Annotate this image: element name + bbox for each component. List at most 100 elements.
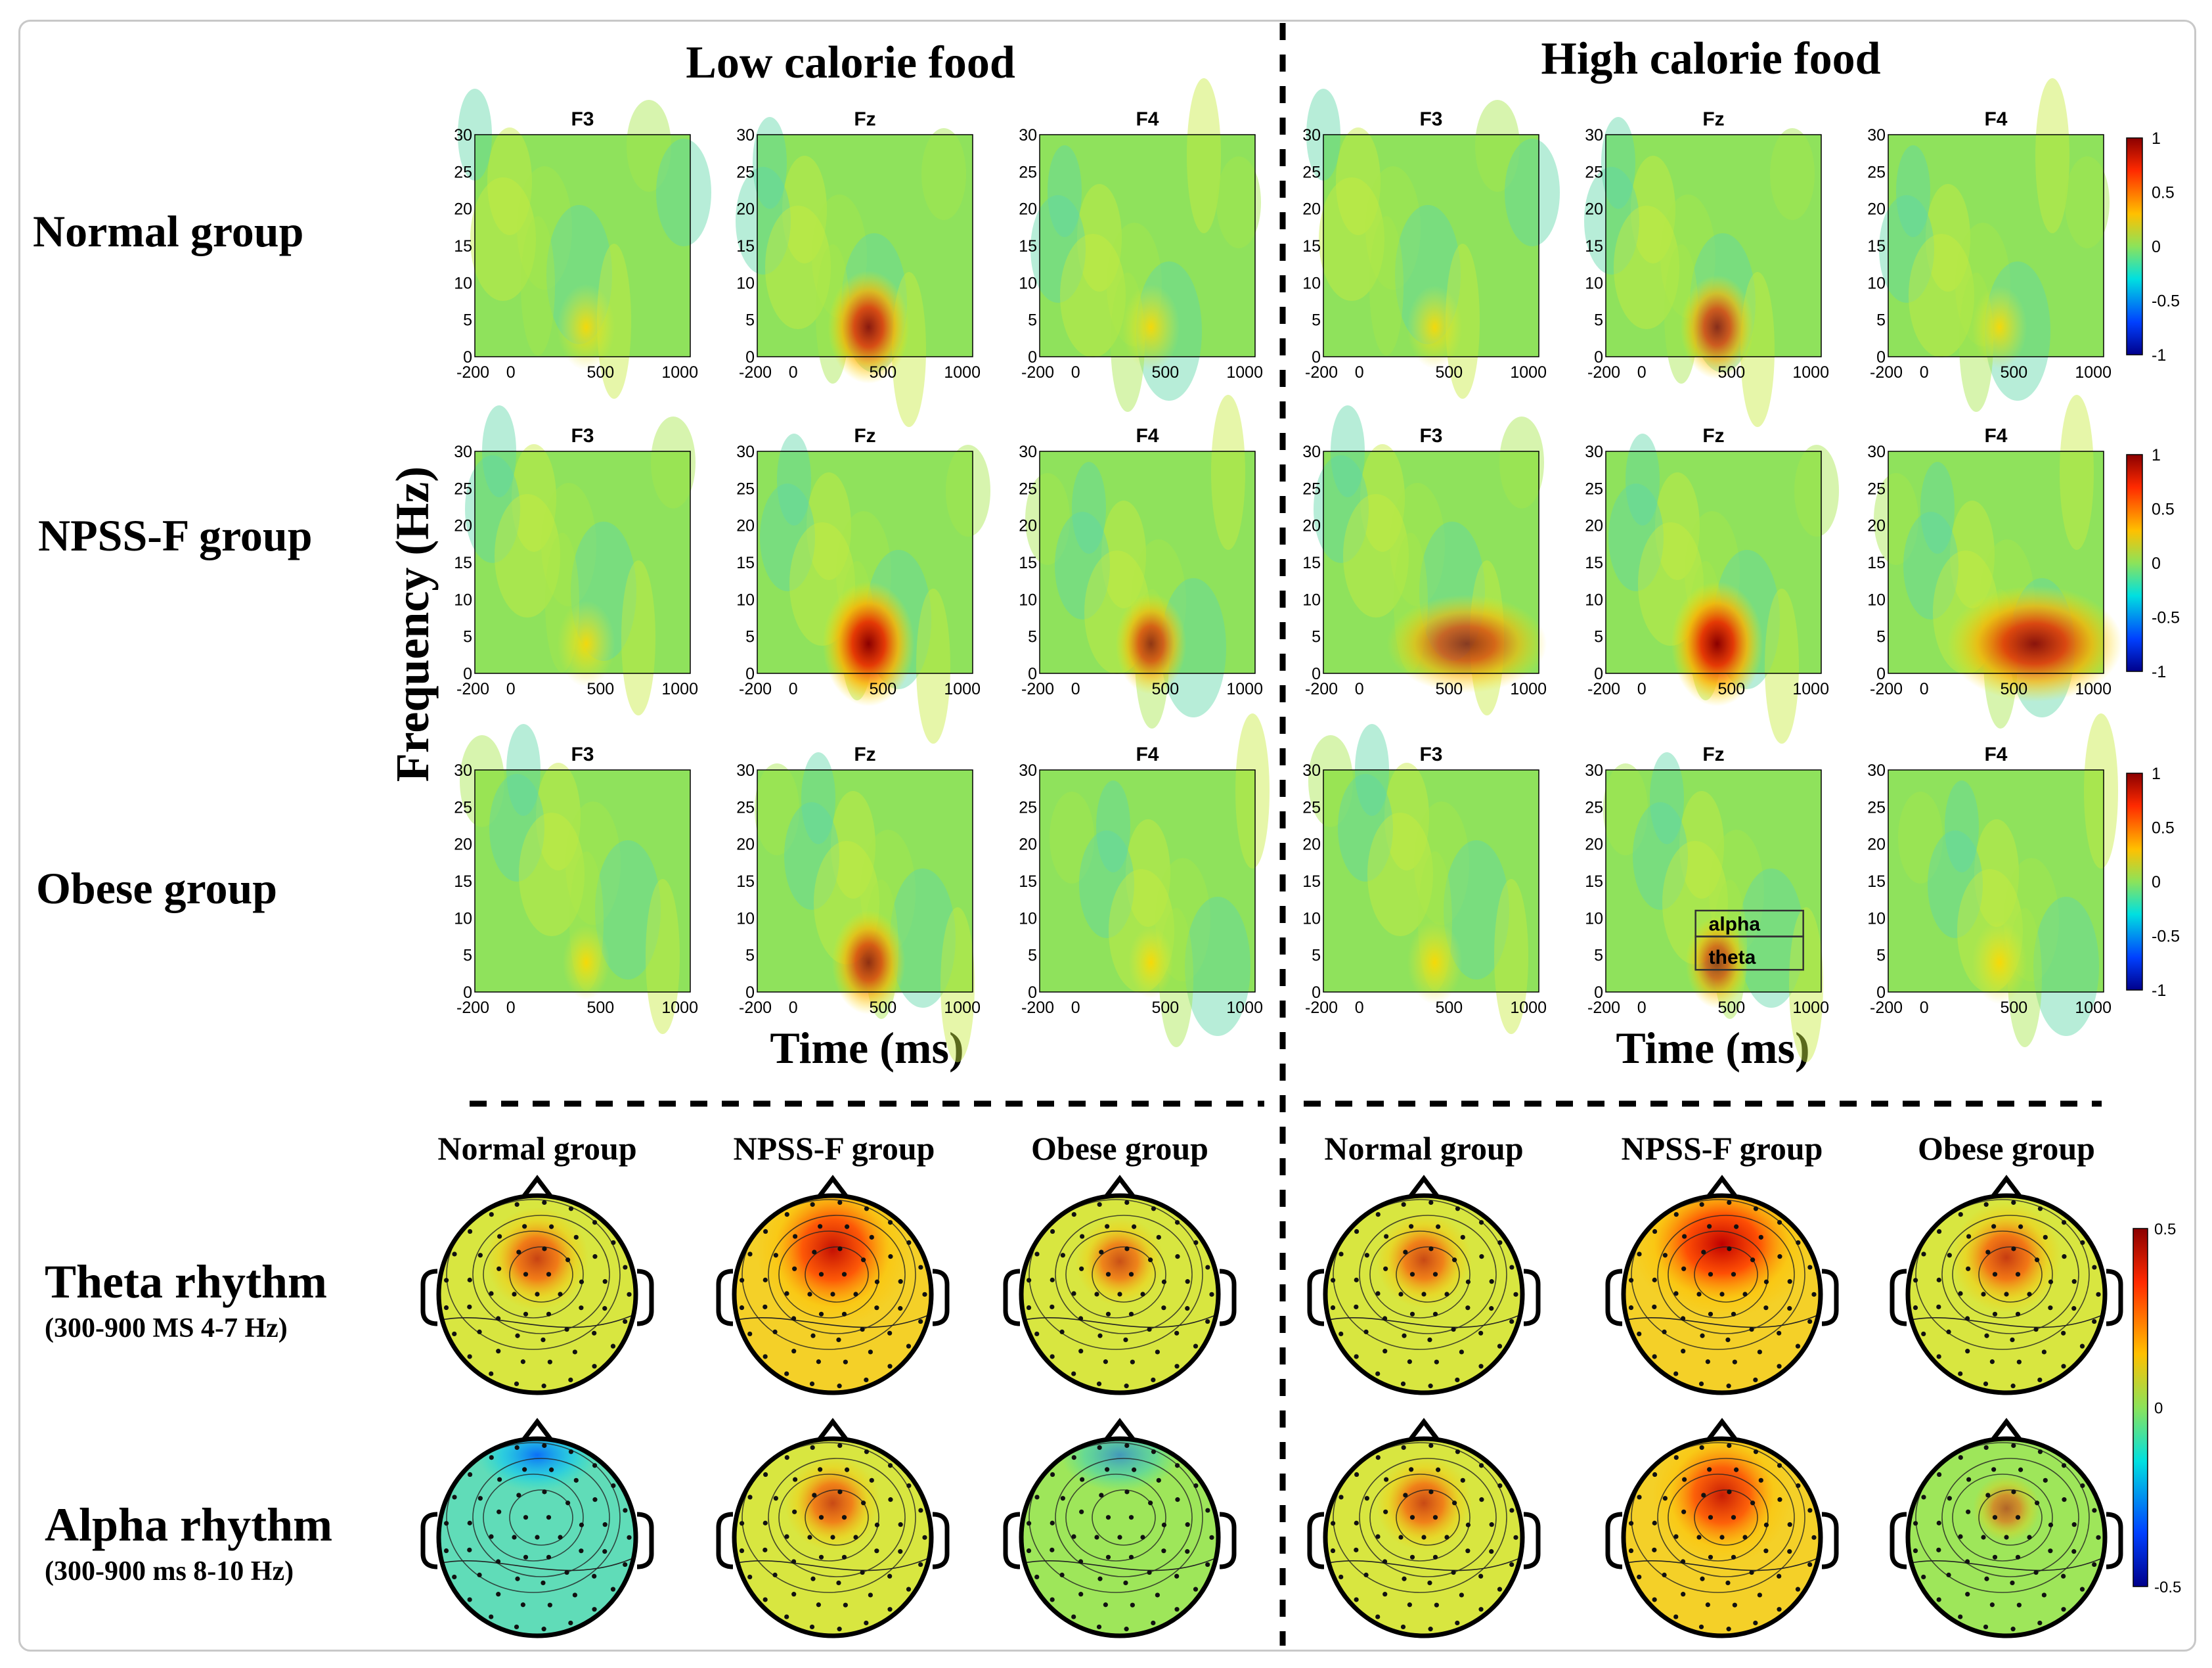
electrode-dot	[773, 1253, 778, 1258]
electrode-dot	[1777, 1607, 1782, 1612]
freq-tick-label: 25	[1585, 798, 1603, 817]
electrode-dot	[1497, 1343, 1503, 1349]
freq-tick-label: 5	[745, 628, 755, 646]
time-tick-label: 0	[506, 680, 516, 698]
time-tick-label: -200	[1870, 680, 1903, 698]
group-label-normal: Normal group	[33, 206, 303, 256]
tf-texture	[1367, 813, 1433, 936]
electrode-dot	[1681, 1592, 1686, 1597]
freq-tick-label: 20	[1867, 517, 1886, 535]
topo-colorbar: 0.5 0 -0.5	[2133, 1221, 2181, 1596]
topomap-alpha-low-obese	[1003, 1418, 1237, 1638]
electrode-dot	[2071, 1279, 2077, 1284]
electrode-dot	[1050, 1520, 1055, 1525]
freq-tick-label: 20	[1867, 836, 1886, 854]
left-ear	[1003, 1512, 1021, 1569]
time-tick-label: -200	[1021, 363, 1054, 382]
contour-line	[1065, 1474, 1166, 1562]
tf-texture	[1414, 801, 1469, 925]
freq-tick-label: 0	[1876, 983, 1886, 1002]
freq-tick-label: 10	[1019, 591, 1037, 609]
tf-texture	[1235, 713, 1270, 868]
freq-tick-label: 30	[1585, 761, 1603, 780]
electrode-dot	[602, 1549, 608, 1554]
electrode-dot	[874, 1548, 879, 1554]
electrode-dot	[579, 1522, 585, 1527]
electrode-dot	[906, 1240, 912, 1246]
freq-tick-label: 10	[454, 274, 472, 292]
electrode-dot	[523, 1515, 529, 1520]
electrode-dot	[535, 1535, 540, 1540]
colorbar-tick-label: 1	[2152, 765, 2161, 783]
freq-tick-label: 0	[745, 665, 755, 683]
topomap-alpha-high-obese	[1890, 1418, 2123, 1638]
electrode-dot	[1185, 1279, 1190, 1284]
contour-line	[1915, 1442, 2090, 1593]
electrode-dot	[592, 1497, 598, 1502]
tf-blob	[828, 270, 910, 384]
contour-line	[1941, 1215, 2079, 1334]
electrode-dot	[1958, 1534, 1963, 1539]
electrode-dot	[549, 1224, 554, 1229]
time-tick-label: 0	[1637, 680, 1647, 698]
tf-texture	[621, 560, 655, 715]
right-ear	[1523, 1512, 1541, 1569]
electrode-dot	[1696, 1535, 1702, 1540]
freq-tick-label: 15	[1585, 872, 1603, 891]
electrode-dot	[887, 1463, 893, 1468]
nose	[1990, 1418, 2023, 1443]
freq-tick-label: 5	[1594, 311, 1603, 330]
electrode-dot	[489, 1614, 494, 1619]
tf-texture	[595, 840, 661, 980]
electrode-dot	[807, 1292, 812, 1297]
electrode-dot	[558, 1292, 563, 1297]
time-tick-label: 1000	[1792, 363, 1829, 382]
electrode-dot	[763, 1354, 768, 1359]
electrode-dot	[2048, 1305, 2053, 1311]
coldspot	[1061, 1439, 1179, 1491]
electrode-dot	[1205, 1508, 1210, 1513]
colorbar-tick-label: 0.5	[2152, 819, 2175, 838]
right-ear	[636, 1269, 654, 1326]
tf-texture	[1896, 145, 1930, 237]
electrode-dot	[888, 1254, 893, 1259]
freq-tick-label: 15	[1867, 872, 1886, 891]
electrode-dot	[1147, 1257, 1153, 1263]
tf-texture	[1185, 897, 1250, 1036]
electrode-dot	[1384, 1477, 1389, 1482]
electrode-dot	[1354, 1228, 1360, 1234]
electrode-dot	[1479, 1497, 1484, 1502]
freq-tick-label: 30	[736, 761, 755, 780]
tf-texture	[1126, 819, 1170, 927]
left-ear	[1605, 1512, 1623, 1569]
electrode-dot	[1174, 1330, 1180, 1336]
electrode-dot	[2079, 1343, 2085, 1349]
electrode-dot	[845, 1467, 850, 1472]
freq-tick-label: 20	[1019, 200, 1037, 219]
electrode-dot	[2011, 1443, 2016, 1449]
electrode-dot	[1652, 1472, 1658, 1477]
electrode-dot	[1465, 1305, 1471, 1311]
electrode-dot	[1026, 1548, 1032, 1554]
freq-tick-label: 25	[1302, 163, 1321, 181]
electrode-dot	[1151, 1449, 1157, 1454]
electrode-dot	[807, 1535, 812, 1540]
contour-line	[1631, 1442, 1805, 1593]
electrode-dot	[489, 1534, 494, 1539]
electrode-dot	[541, 1627, 546, 1632]
time-tick-label: 0	[1920, 363, 1929, 382]
electrode-dot	[888, 1497, 893, 1502]
electrode-dot	[772, 1329, 778, 1334]
electrode-dot	[1436, 1467, 1441, 1472]
tf-texture	[1336, 127, 1381, 235]
electrode-dot	[497, 1477, 502, 1482]
tf-frame	[757, 451, 973, 674]
electrode-dot	[542, 1246, 547, 1251]
electrode-dot	[1444, 1535, 1449, 1540]
electrode-dot	[1205, 1319, 1210, 1324]
time-tick-label: -200	[739, 680, 772, 698]
electrode-dot	[592, 1463, 598, 1468]
nose	[1706, 1175, 1738, 1200]
electrode-dot	[1489, 1522, 1494, 1527]
